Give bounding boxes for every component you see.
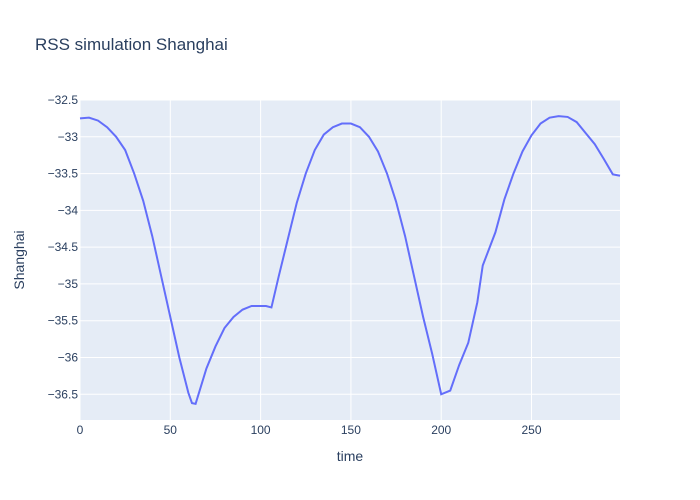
x-axis-title: time bbox=[337, 448, 364, 464]
y-tick-label: −34.5 bbox=[48, 240, 79, 254]
x-tick-label: 0 bbox=[77, 423, 84, 437]
y-tick-label: −33 bbox=[58, 130, 79, 144]
x-tick-label: 50 bbox=[164, 423, 178, 437]
y-tick-label: −33.5 bbox=[48, 167, 79, 181]
y-tick-label: −35.5 bbox=[48, 314, 79, 328]
x-axis-ticks: 0 50 100 150 200 250 bbox=[77, 423, 542, 437]
y-tick-label: −35 bbox=[58, 277, 79, 291]
series-line-shanghai bbox=[79, 115, 621, 405]
plot-area bbox=[80, 100, 620, 420]
y-tick-label: −36 bbox=[58, 350, 79, 364]
y-axis-title: Shanghai bbox=[11, 230, 27, 289]
y-axis-ticks: −32.5 −33 −33.5 −34 −34.5 −35 −35.5 −36 −36.5 bbox=[48, 93, 79, 401]
chart-title: RSS simulation Shanghai bbox=[35, 35, 228, 54]
y-tick-label: −32.5 bbox=[48, 93, 79, 107]
x-tick-label: 150 bbox=[341, 423, 361, 437]
x-gridlines bbox=[79, 100, 533, 420]
x-tick-label: 200 bbox=[431, 423, 451, 437]
y-tick-label: −36.5 bbox=[48, 387, 79, 401]
y-tick-label: −34 bbox=[58, 203, 79, 217]
x-tick-label: 250 bbox=[521, 423, 541, 437]
x-tick-label: 100 bbox=[251, 423, 271, 437]
